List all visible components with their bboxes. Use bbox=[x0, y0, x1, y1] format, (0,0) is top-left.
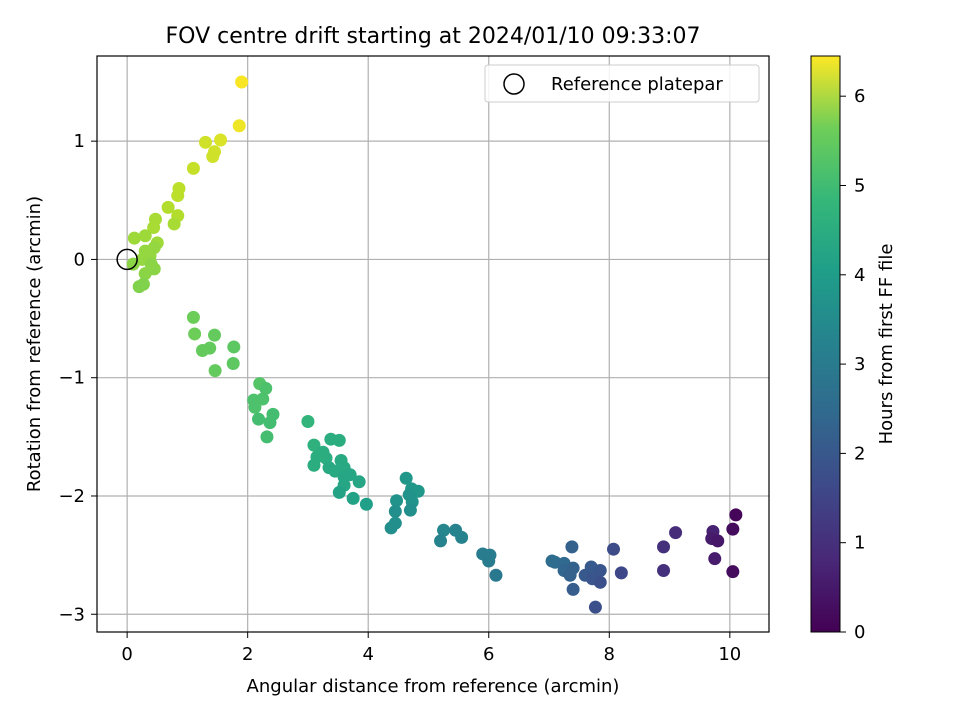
data-point bbox=[214, 133, 228, 147]
data-point bbox=[208, 364, 222, 378]
data-point bbox=[346, 491, 360, 505]
colorbar-tick-label: 0 bbox=[854, 622, 865, 643]
colorbar-tick-label: 4 bbox=[854, 265, 865, 286]
data-point bbox=[138, 229, 152, 243]
legend-box bbox=[484, 64, 760, 103]
legend: Reference platepar bbox=[484, 64, 760, 103]
data-point bbox=[259, 381, 273, 395]
colorbar: 0 1 2 3 4 5 6 Hours from first FF file bbox=[810, 55, 897, 643]
chart-title: FOV centre drift starting at 2024/01/10 … bbox=[166, 24, 701, 49]
x-axis-label: Angular distance from reference (arcmin) bbox=[247, 676, 620, 697]
x-tick-label: 6 bbox=[483, 644, 494, 665]
x-tick-label: 2 bbox=[242, 644, 253, 665]
data-point bbox=[132, 280, 146, 294]
data-point bbox=[263, 416, 277, 430]
x-tick-label: 10 bbox=[718, 644, 741, 665]
data-point bbox=[607, 542, 621, 556]
data-points bbox=[126, 75, 743, 614]
data-point bbox=[726, 522, 740, 536]
x-tick-label: 8 bbox=[604, 644, 615, 665]
data-point bbox=[726, 565, 740, 579]
reference-marker bbox=[116, 248, 138, 271]
colorbar-tick-label: 2 bbox=[854, 443, 865, 464]
data-point bbox=[226, 357, 240, 371]
colorbar-tick-label: 5 bbox=[854, 175, 865, 196]
data-point bbox=[399, 471, 413, 485]
data-point bbox=[489, 568, 503, 582]
y-tick-label: −2 bbox=[58, 486, 85, 507]
legend-marker-icon bbox=[503, 73, 525, 95]
colorbar-gradient bbox=[810, 55, 841, 633]
data-point bbox=[729, 508, 743, 522]
data-point bbox=[352, 475, 366, 489]
data-point bbox=[138, 267, 152, 281]
data-point bbox=[384, 521, 398, 535]
data-point bbox=[708, 552, 722, 566]
data-point bbox=[359, 497, 373, 511]
data-point bbox=[437, 523, 451, 537]
y-tick-label: −3 bbox=[58, 604, 85, 625]
data-point bbox=[206, 150, 220, 164]
colorbar-tick-label: 6 bbox=[854, 86, 865, 107]
data-point bbox=[566, 561, 580, 575]
data-point bbox=[711, 534, 725, 548]
legend-entry-label: Reference platepar bbox=[551, 74, 723, 95]
data-point bbox=[332, 433, 346, 447]
data-point bbox=[593, 575, 607, 589]
data-point bbox=[593, 563, 607, 577]
data-point bbox=[332, 485, 346, 499]
data-point bbox=[565, 540, 579, 554]
colorbar-tick-label: 1 bbox=[854, 533, 865, 554]
data-point bbox=[208, 328, 222, 342]
data-point bbox=[657, 563, 671, 577]
data-point bbox=[403, 503, 417, 517]
data-point bbox=[227, 340, 241, 354]
data-point bbox=[307, 458, 321, 472]
y-axis-label: Rotation from reference (arcmin) bbox=[24, 196, 45, 492]
data-point bbox=[248, 400, 262, 414]
data-point bbox=[167, 217, 181, 231]
plot-frame bbox=[96, 55, 770, 633]
data-point bbox=[669, 526, 683, 540]
data-point bbox=[188, 327, 202, 341]
y-tick-label: −1 bbox=[58, 368, 85, 389]
data-point bbox=[232, 119, 246, 133]
data-point bbox=[388, 504, 402, 518]
data-point bbox=[252, 412, 266, 426]
data-point bbox=[147, 220, 161, 234]
data-point bbox=[614, 566, 628, 580]
data-point bbox=[256, 392, 270, 406]
data-point bbox=[161, 200, 175, 214]
data-point bbox=[434, 534, 448, 548]
x-tick-label: 4 bbox=[362, 644, 373, 665]
data-point bbox=[127, 231, 141, 245]
data-point bbox=[455, 530, 469, 544]
colorbar-tick-label: 3 bbox=[854, 354, 865, 375]
data-point bbox=[186, 310, 200, 324]
data-point bbox=[198, 135, 212, 149]
colorbar-ticks: 0 1 2 3 4 5 6 bbox=[840, 86, 865, 643]
data-point bbox=[186, 161, 200, 175]
y-tick-label: 0 bbox=[74, 249, 85, 270]
y-tick-label: 1 bbox=[74, 131, 85, 152]
colorbar-label: Hours from first FF file bbox=[876, 244, 897, 445]
data-point bbox=[260, 430, 274, 444]
y-axis-ticks: −3 −2 −1 0 1 bbox=[58, 131, 97, 625]
x-axis-ticks: 0 2 4 6 8 10 bbox=[121, 632, 741, 665]
data-point bbox=[482, 554, 496, 568]
data-point bbox=[301, 414, 315, 428]
reference-point-marker bbox=[116, 248, 138, 271]
data-point bbox=[195, 344, 209, 358]
data-point bbox=[235, 75, 249, 89]
data-point bbox=[566, 582, 580, 596]
data-point bbox=[171, 189, 185, 203]
data-point bbox=[390, 494, 404, 508]
data-point bbox=[588, 600, 602, 614]
data-point bbox=[307, 438, 321, 452]
x-tick-label: 0 bbox=[121, 644, 132, 665]
data-point bbox=[657, 540, 671, 554]
